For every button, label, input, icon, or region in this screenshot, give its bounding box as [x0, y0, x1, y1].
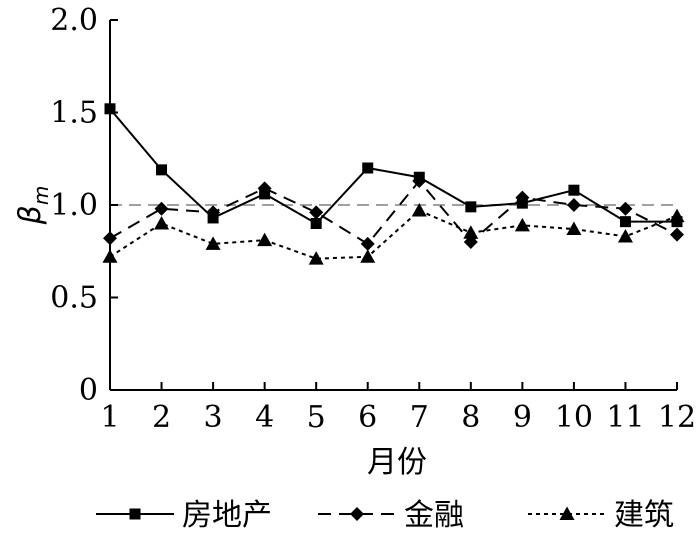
x-tick-label: 11	[606, 400, 644, 435]
data-point	[670, 227, 684, 242]
data-point	[104, 103, 116, 115]
data-point	[669, 208, 685, 223]
data-point	[411, 203, 427, 217]
x-tick-label: 9	[513, 400, 532, 435]
data-point	[102, 249, 118, 263]
legend-label: 建筑	[614, 498, 674, 533]
data-point	[206, 205, 221, 220]
legend-label: 房地产	[182, 498, 272, 533]
data-point	[154, 216, 170, 230]
data-point	[360, 249, 376, 263]
data-point	[205, 236, 221, 250]
x-axis-title: 月份	[367, 445, 427, 480]
y-tick-label: 1.0	[50, 188, 98, 223]
x-tick-label: 10	[555, 400, 593, 435]
legend-label: 金融	[404, 498, 464, 533]
x-tick-label: 8	[461, 400, 480, 435]
data-point	[568, 184, 580, 196]
legend-item: 房地产	[96, 498, 272, 533]
series-diamond	[103, 173, 684, 251]
x-tick-label: 7	[410, 400, 429, 435]
x-tick-label: 3	[204, 400, 223, 435]
data-point	[154, 201, 169, 216]
data-point	[308, 251, 324, 265]
x-tick-label: 4	[255, 400, 274, 435]
data-point	[465, 201, 477, 213]
data-point	[566, 198, 581, 212]
data-point	[360, 236, 375, 251]
legend-item: 建筑	[528, 498, 674, 533]
data-point	[619, 216, 631, 228]
data-point	[618, 201, 633, 216]
data-point	[463, 225, 479, 239]
series-line	[109, 209, 678, 260]
data-point	[309, 205, 324, 220]
data-point	[362, 162, 374, 174]
y-tick-label: 2.0	[50, 3, 98, 38]
y-tick-label: 0	[79, 373, 98, 408]
data-point	[103, 231, 117, 246]
y-axis-title-sub: m	[29, 186, 53, 205]
x-ticks: 1 2 3 4 5 6 7 8 9 10 11 12	[100, 382, 696, 435]
legend-marker	[129, 508, 141, 520]
legend-marker	[350, 507, 364, 521]
y-tick-label: 1.5	[50, 96, 98, 131]
series-line	[109, 179, 678, 246]
legend-item: 金融	[318, 498, 464, 533]
x-tick-label: 6	[358, 400, 377, 435]
y-tick-label: 0.5	[50, 281, 98, 316]
x-tick-label: 2	[152, 400, 171, 435]
data-point	[514, 217, 530, 232]
data-point	[257, 181, 272, 196]
series-line	[109, 108, 677, 225]
legend: 房地产 金融 建筑	[96, 498, 674, 533]
data-point	[156, 164, 168, 176]
y-axis-title: βm	[13, 186, 53, 226]
data-point	[617, 228, 633, 243]
legend-marker	[559, 506, 575, 520]
series-layer	[102, 103, 685, 265]
series-triangle	[102, 203, 685, 265]
data-point	[412, 173, 427, 188]
y-axis-title-base: β	[13, 205, 48, 225]
x-tick-label: 5	[307, 400, 326, 435]
data-point	[310, 218, 322, 229]
x-tick-label: 1	[100, 400, 119, 435]
x-tick-label: 12	[658, 400, 696, 435]
y-ticks: 0 0.5 1.0 1.5 2.0	[50, 3, 118, 408]
data-point	[257, 232, 273, 247]
data-point	[566, 221, 582, 236]
data-point	[515, 190, 530, 205]
